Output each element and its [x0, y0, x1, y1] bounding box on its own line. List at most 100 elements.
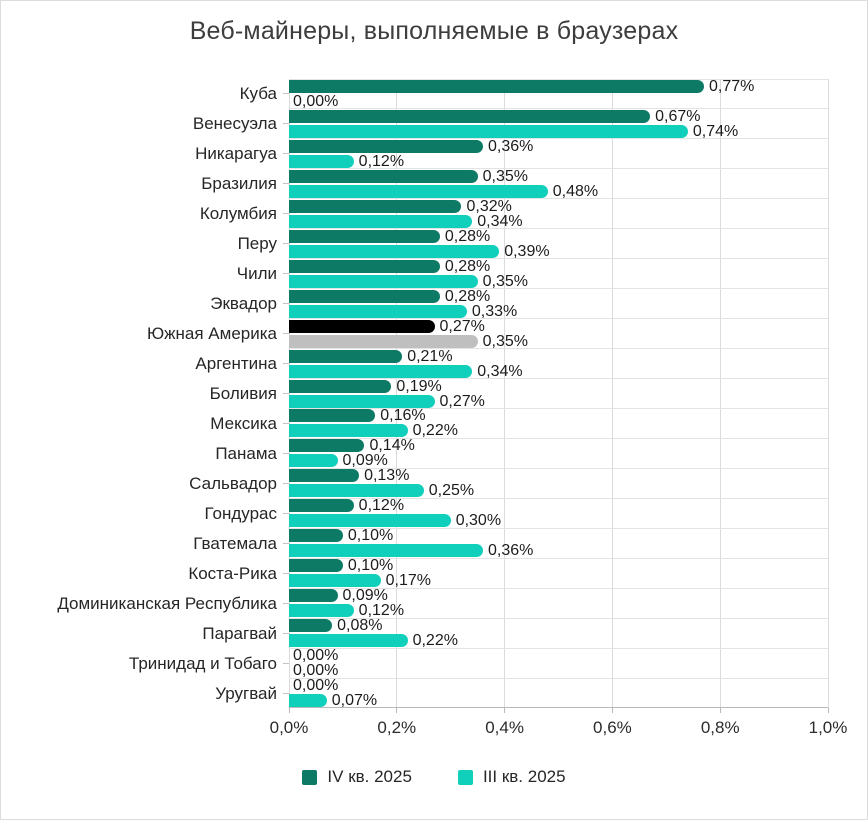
y-axis-tickmark: [283, 692, 289, 694]
bar-q4: [289, 409, 376, 423]
value-label-q4: 0,00%: [293, 647, 339, 665]
value-label-q4: 0,21%: [407, 347, 453, 365]
y-axis-tickmark: [283, 303, 289, 305]
category-label: Коста-Рика: [188, 563, 277, 583]
value-label-q3: 0,34%: [477, 362, 523, 380]
bar-q3: [289, 124, 688, 138]
legend-item: IV кв. 2025: [302, 767, 412, 787]
category-label: Венесуэла: [192, 114, 277, 134]
x-gridline: [719, 79, 721, 708]
row-separator: [289, 378, 828, 380]
value-label-q4: 0,77%: [709, 77, 755, 95]
category-label: Аргентина: [195, 354, 277, 374]
category-label: Уругвай: [215, 683, 277, 703]
bar-q4: [289, 349, 403, 363]
bar-q4: [289, 589, 338, 603]
legend-label: III кв. 2025: [482, 767, 566, 786]
value-label-q3: 0,36%: [488, 542, 534, 560]
legend-label: IV кв. 2025: [327, 767, 412, 786]
y-axis-tickmark: [283, 452, 289, 454]
bar-q3: [289, 574, 381, 588]
x-axis-tick-label: 0,4%: [485, 718, 524, 737]
x-axis-tickmark: [719, 708, 721, 713]
category-label: Тринидад и Тобаго: [128, 653, 277, 673]
value-label-q4: 0,00%: [293, 677, 339, 695]
x-axis-tickmark: [827, 708, 829, 713]
row-separator: [289, 647, 828, 649]
value-label-q4: 0,28%: [444, 257, 491, 275]
bar-q4: [289, 109, 651, 123]
row-separator: [289, 437, 828, 439]
x-axis-tick-label: 0,0%: [269, 718, 309, 737]
bar-q4: [289, 319, 435, 333]
value-label-q4: 0,19%: [396, 377, 442, 395]
bar-q4: [289, 499, 354, 513]
row-separator: [289, 198, 828, 200]
x-axis-line: [289, 707, 828, 708]
bar-q3: [289, 274, 478, 288]
category-label: Никарагуа: [195, 144, 277, 164]
value-label-q4: 0,32%: [466, 197, 512, 215]
bar-q3: [289, 694, 327, 708]
category-label: Эквадор: [210, 294, 277, 314]
category-label: Гватемала: [193, 533, 277, 553]
row-separator: [289, 497, 828, 499]
value-label-q3: 0,09%: [342, 452, 388, 470]
bar-q3: [289, 514, 451, 528]
y-axis-tickmark: [283, 213, 289, 215]
category-label: Гондурас: [204, 503, 277, 523]
bar-q3: [289, 484, 424, 498]
y-axis-tickmark: [283, 632, 289, 634]
y-axis-tickmark: [283, 393, 289, 394]
y-axis-tickmark: [283, 422, 289, 424]
value-label-q4: 0,27%: [439, 317, 485, 335]
bar-q3: [289, 184, 548, 198]
value-label-q3: 0,39%: [504, 242, 550, 260]
value-label-q4: 0,10%: [347, 557, 394, 575]
bar-q4: [289, 79, 705, 93]
row-separator: [289, 557, 828, 559]
category-label: Бразилия: [201, 174, 277, 194]
category-label: Доминиканская Республика: [57, 593, 277, 613]
row-separator: [289, 288, 828, 290]
category-label: Боливия: [209, 384, 277, 403]
category-label: Парагвай: [202, 623, 277, 643]
bar-q4: [289, 379, 392, 393]
bar-q3: [289, 154, 354, 168]
x-gridline: [396, 79, 398, 708]
value-label-q3: 0,07%: [331, 692, 378, 710]
bar-q4: [289, 529, 343, 543]
y-axis-tickmark: [283, 512, 289, 514]
category-label: Куба: [239, 84, 277, 104]
row-separator: [289, 228, 828, 230]
row-separator: [289, 527, 828, 529]
y-axis-tickmark: [283, 123, 289, 125]
row-separator: [289, 407, 828, 409]
x-gridline: [611, 79, 613, 708]
value-label-q3: 0,17%: [385, 572, 431, 590]
value-label-q3: 0,00%: [293, 92, 339, 110]
x-gridline: [504, 79, 506, 708]
x-axis-tickmark: [611, 708, 613, 713]
value-label-q4: 0,67%: [655, 107, 701, 125]
value-label-q4: 0,10%: [347, 527, 394, 545]
row-separator: [289, 348, 828, 350]
row-separator: [289, 168, 828, 170]
value-label-q3: 0,30%: [455, 512, 502, 530]
y-axis-tickmark: [283, 542, 289, 544]
value-label-q3: 0,34%: [477, 212, 523, 230]
value-label-q4: 0,14%: [369, 437, 415, 455]
category-label: Перу: [237, 234, 277, 254]
y-axis-tickmark: [283, 333, 289, 335]
x-axis-tickmark: [504, 708, 506, 713]
bar-q4: [289, 199, 462, 213]
bar-q4: [289, 259, 440, 273]
category-label: Сальвадор: [189, 473, 277, 493]
x-axis-tick-label: 1,0%: [808, 718, 848, 737]
value-label-q4: 0,09%: [342, 587, 388, 605]
legend-swatch-q3: [457, 769, 473, 785]
value-label-q3: 0,22%: [412, 632, 458, 650]
bar-q3: [289, 244, 500, 258]
legend: IV кв. 2025 III кв. 2025: [1, 767, 867, 787]
